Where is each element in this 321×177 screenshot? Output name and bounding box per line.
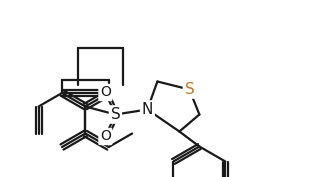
Text: N: N [142,102,153,117]
Text: O: O [100,85,111,99]
Text: O: O [100,130,111,144]
Text: S: S [110,107,120,122]
Text: S: S [185,82,194,97]
